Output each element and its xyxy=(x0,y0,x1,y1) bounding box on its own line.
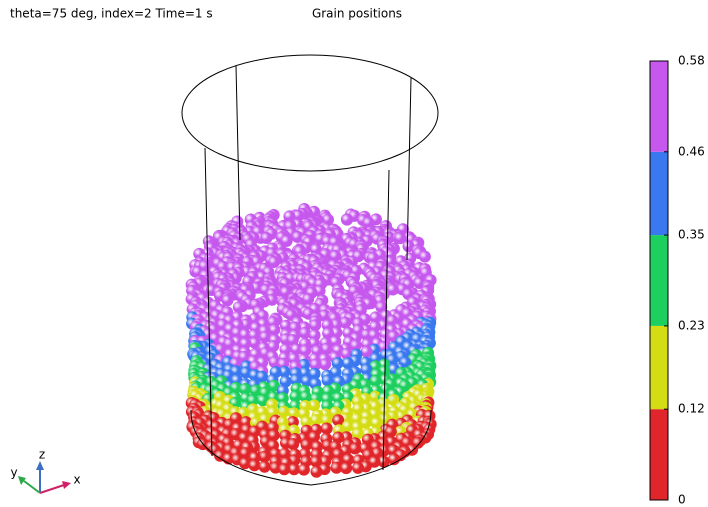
colorbar-tick-label: 0.12 xyxy=(678,402,705,416)
plot-info: theta=75 deg, index=2 Time=1 s xyxy=(10,7,213,21)
grain xyxy=(222,294,234,306)
colorbar-band xyxy=(650,152,668,235)
grain xyxy=(249,459,261,471)
grain-cloud xyxy=(186,203,437,478)
colorbar-tick-label: 0.23 xyxy=(678,318,705,332)
grain xyxy=(321,423,333,435)
grain xyxy=(260,232,272,244)
colorbar-band xyxy=(650,409,668,500)
colorbar-band xyxy=(650,326,668,409)
colorbar-tick-label: 0.46 xyxy=(678,144,705,158)
grain xyxy=(419,251,431,263)
grain xyxy=(341,214,353,226)
colorbar-band xyxy=(650,235,668,326)
grain xyxy=(340,462,352,474)
colorbar-band xyxy=(650,61,668,152)
grain xyxy=(278,463,290,475)
axis-label-x: x xyxy=(73,473,80,487)
grain xyxy=(268,256,280,268)
colorbar-tick-label: 0.58 xyxy=(678,54,705,68)
axis-label-z: z xyxy=(39,448,45,462)
grain xyxy=(311,466,323,478)
axis-triad: z x y xyxy=(10,448,80,494)
axis-label-y: y xyxy=(10,466,17,480)
colorbar: 0 0.12 0.23 0.35 0.46 0.58 xyxy=(650,54,705,507)
grain xyxy=(352,462,364,474)
viewport: theta=75 deg, index=2 Time=1 s Grain pos… xyxy=(0,0,708,507)
grain xyxy=(287,438,299,450)
grain xyxy=(259,461,271,473)
grain xyxy=(278,406,290,418)
plot-title: Grain positions xyxy=(312,7,402,21)
colorbar-tick-label: 0.35 xyxy=(678,228,705,242)
grain xyxy=(298,464,310,476)
colorbar-tick-label: 0 xyxy=(678,493,686,507)
